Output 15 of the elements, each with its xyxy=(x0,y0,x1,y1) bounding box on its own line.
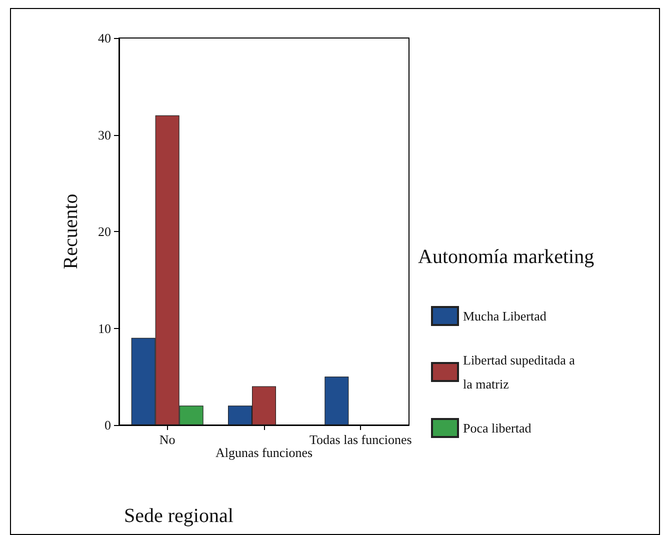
y-tick-label: 10 xyxy=(98,320,111,336)
x-axis-title: Sede regional xyxy=(124,505,234,527)
legend-label: Libertad supeditada a la matriz xyxy=(463,352,578,392)
legend-label: Mucha Libertad xyxy=(463,308,547,324)
x-tick-label: No xyxy=(159,432,176,447)
y-axis-title: Recuento xyxy=(60,194,82,270)
y-tick-label: 0 xyxy=(104,418,111,432)
x-tick-label: Algunas funciones xyxy=(215,445,313,460)
y-tick-label: 30 xyxy=(98,127,111,142)
bar xyxy=(324,376,349,425)
y-tick-label: 20 xyxy=(98,224,111,239)
legend-label: Poca libertad xyxy=(463,420,532,436)
x-tick-label: Todas las funciones xyxy=(309,432,412,447)
y-tick-label: 40 xyxy=(98,30,111,46)
legend-title: Autonomía marketing xyxy=(418,246,594,268)
